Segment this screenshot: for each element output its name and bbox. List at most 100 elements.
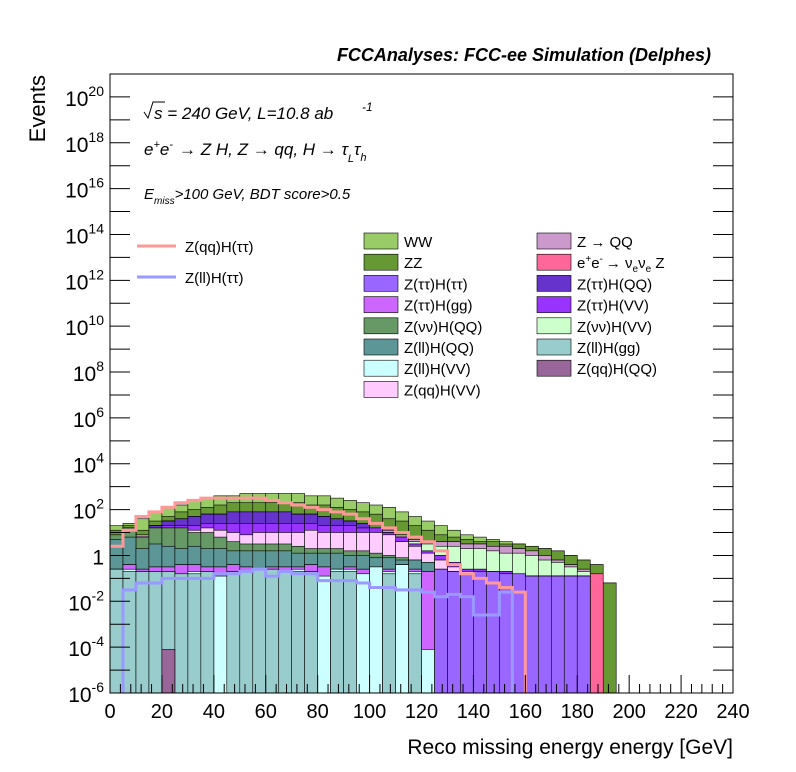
proc-minus: - — [169, 139, 173, 151]
y-axis-label: Events — [25, 75, 50, 142]
bar-13-10 — [239, 571, 254, 693]
legend-swatch-a-1 — [363, 253, 399, 271]
signal-lines — [110, 496, 527, 693]
annotation-lumi-exp: -1 — [362, 100, 373, 114]
bar-12-22 — [395, 564, 409, 693]
y-tick-label: 1014 — [65, 220, 104, 248]
bar-10-25 — [434, 568, 448, 693]
line-series-1 — [121, 567, 514, 693]
x-tick-label: 80 — [307, 701, 329, 723]
annotation-energy: s = 240 GeV, L=10.8 ab -1 — [143, 100, 373, 123]
bar-12-16 — [317, 575, 331, 693]
bar-13-3 — [148, 571, 163, 693]
bar-13-6 — [187, 573, 202, 693]
legend-swatch-a-7 — [363, 381, 399, 398]
legend-swatch-a-6 — [363, 359, 399, 377]
legend-swatch-a-0 — [363, 232, 399, 250]
stacked-histograms — [110, 493, 617, 693]
proc-tau2: τ — [354, 140, 362, 159]
bar-12-20 — [369, 566, 383, 693]
legend-label-b-6: Z(qq)H(QQ) — [577, 361, 657, 378]
legend-label-a-5: Z(ll)H(QQ) — [404, 340, 474, 357]
x-tick-label: 60 — [255, 701, 277, 723]
bar-10-34 — [550, 575, 565, 693]
stack-13 — [110, 568, 422, 693]
proc-plus: + — [153, 139, 160, 151]
x-tick-label: 20 — [151, 701, 173, 723]
proc-e2: e — [160, 140, 169, 159]
annotation-process: e+e- → Z H, Z → qq, H → τLτh — [144, 139, 366, 165]
proc-e1: e — [144, 140, 153, 159]
legend-label-b-3: Z(ττ)H(VV) — [577, 298, 649, 315]
legend-swatch-b-6 — [536, 359, 572, 377]
legend-line-label: Z(qq)H(ττ) — [185, 239, 254, 256]
legend-label-b-4: Z(νν)H(VV) — [577, 319, 652, 336]
y-tick-label: 1018 — [65, 129, 104, 157]
legend-swatch-a-3 — [363, 296, 399, 313]
legend-label-b-0: Z → QQ — [577, 234, 633, 251]
annotation-energy-lumi: = 240 GeV, L=10.8 ab — [163, 104, 334, 123]
legend-swatch-a-4 — [363, 317, 399, 335]
bar-12-24 — [421, 649, 435, 693]
x-tick-label: 120 — [405, 701, 438, 723]
proc-sub2: h — [360, 152, 366, 164]
y-tick-label: 1 — [92, 546, 104, 569]
y-tick-label: 10-2 — [68, 587, 104, 615]
bar-14-4 — [161, 649, 176, 693]
y-axis: 10-6 10-4 10-2 1 102 104 106 108 1010 1012 1014 101… — [65, 73, 733, 707]
legend-swatch-b-5 — [536, 338, 572, 356]
bar-10-35 — [563, 575, 578, 693]
legend-label-a-4: Z(νν)H(QQ) — [404, 319, 482, 336]
legend-label-a-3: Z(ττ)H(gg) — [404, 298, 473, 315]
bar-10-32 — [525, 575, 539, 693]
bar-13-11 — [252, 568, 267, 693]
line-series-0 — [110, 496, 527, 693]
legend-line-label: Z(ll)H(ττ) — [185, 270, 244, 287]
legend-label-b-1: e+e- → νeνe Z — [577, 254, 665, 275]
y-tick-label: 102 — [73, 496, 104, 524]
x-axis-label: Reco missing energy energy [GeV] — [407, 736, 733, 759]
x-axis: 0 20 40 60 80 100 120 140 160 180 200 220 240 — [104, 675, 750, 723]
legend-swatch-a-5 — [363, 338, 399, 356]
bar-13-9 — [226, 571, 241, 693]
legend: Z(qq)H(ττ) Z(ll)H(ττ) WW ZZ Z(ττ)H(ττ) Z(ττ)H… — [137, 232, 665, 399]
y-tick-label: 1010 — [65, 312, 104, 340]
y-tick-label: 106 — [73, 404, 104, 432]
legend-swatch-a-2 — [363, 275, 399, 292]
x-tick-label: 220 — [664, 701, 697, 723]
chart-header: FCCAnalyses: FCC-ee Simulation (Delphes) — [337, 45, 711, 65]
legend-label-a-0: WW — [404, 234, 433, 251]
legend-swatch-b-3 — [536, 296, 572, 313]
bar-13-0 — [110, 568, 124, 693]
bar-13-17 — [330, 571, 344, 693]
annotation-sqrt-s: s — [154, 104, 163, 123]
y-tick-label: 1016 — [65, 175, 104, 203]
bar-10-26 — [447, 571, 461, 693]
legend-label-a-1: ZZ — [404, 255, 422, 272]
svg-text:s = 240 GeV, L=10.8 ab: s = 240 GeV, L=10.8 ab — [154, 104, 333, 123]
bar-13-23 — [408, 573, 422, 693]
legend-label-a-7: Z(qq)H(VV) — [404, 382, 481, 399]
legend-swatch-b-0 — [536, 232, 572, 250]
y-tick-label: 1020 — [65, 83, 104, 111]
legend-label-b-2: Z(ττ)H(QQ) — [577, 276, 652, 293]
bar-13-14 — [291, 571, 305, 693]
bar-13-15 — [304, 571, 318, 693]
annotation-cuts: Emiss>100 GeV, BDT score>0.5 — [144, 186, 351, 207]
proc-sub1: L — [348, 153, 354, 165]
x-tick-label: 100 — [353, 701, 386, 723]
x-tick-label: 40 — [203, 701, 225, 723]
cut-miss: miss — [154, 196, 175, 207]
bar-10-27 — [460, 573, 474, 693]
y-tick-label: 104 — [73, 450, 104, 478]
legend-label-b-5: Z(ll)H(gg) — [577, 340, 640, 357]
y-tick-label: 1012 — [65, 266, 104, 294]
bar-12-19 — [356, 573, 370, 693]
bar-2-37 — [589, 573, 604, 693]
y-tick-label: 108 — [73, 358, 104, 386]
legend-swatch-b-1 — [536, 253, 572, 271]
bar-13-7 — [200, 571, 215, 693]
legend-swatch-b-2 — [536, 275, 572, 292]
bar-13-21 — [382, 573, 396, 693]
